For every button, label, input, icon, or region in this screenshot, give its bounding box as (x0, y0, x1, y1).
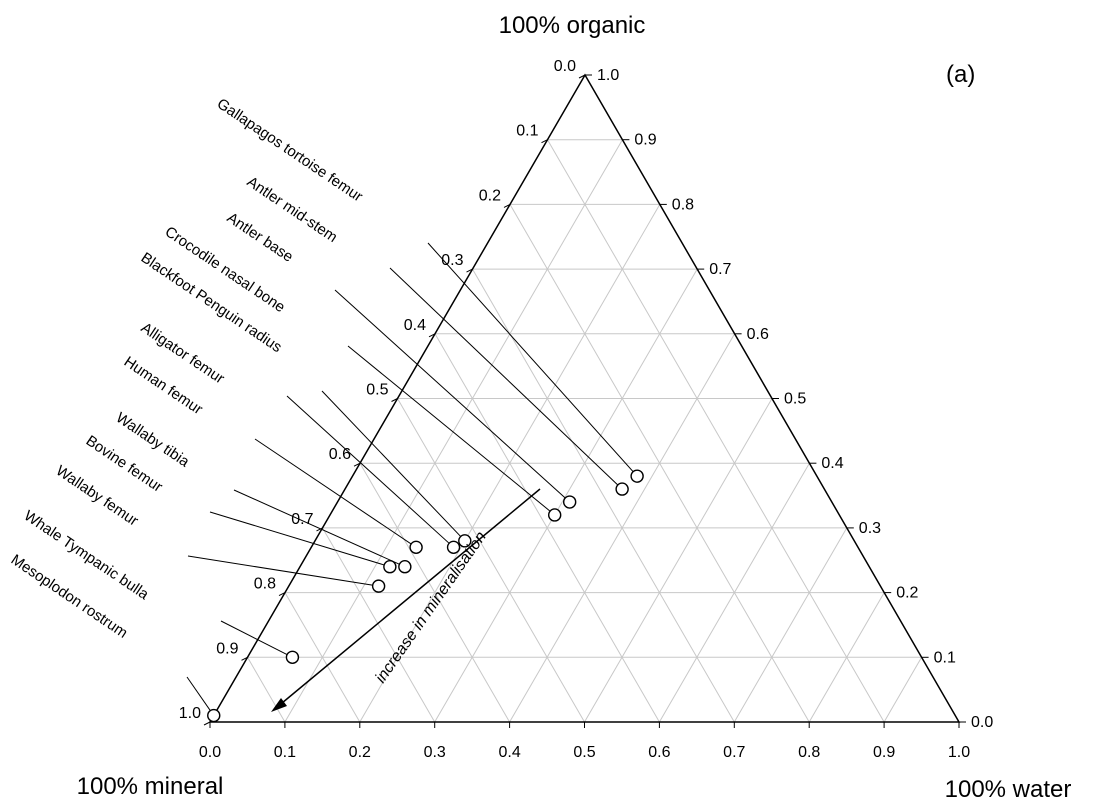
bottom-tick-label: 0.2 (349, 744, 371, 761)
specimen-label: Gallapagos tortoise femur (214, 95, 366, 205)
left-tick-mark (241, 656, 248, 661)
data-point (446, 540, 461, 555)
tick-marks (203, 74, 966, 728)
right-tick-label: 0.0 (971, 714, 993, 731)
leader-line (427, 242, 638, 477)
mineralisation-arrowhead (271, 698, 287, 712)
right-tick-label: 0.2 (896, 585, 918, 602)
leader-line (321, 390, 466, 542)
leader-line (233, 489, 406, 568)
leader-line (286, 395, 454, 548)
data-point (409, 540, 423, 555)
grid-line (472, 268, 735, 723)
bottom-tick-label: 0.1 (274, 744, 296, 761)
grid-line (547, 139, 885, 723)
left-tick-mark (278, 592, 286, 597)
grid-line (284, 139, 623, 723)
left-tick-mark (578, 74, 586, 79)
grid-line (434, 268, 698, 723)
grid-line (397, 398, 585, 723)
left-tick-label: 0.4 (404, 317, 426, 334)
bottom-tick-label: 0.3 (424, 744, 446, 761)
corner-label-top: 100% organic (499, 12, 646, 39)
grid-line (284, 592, 361, 723)
corner-label-left: 100% mineral (77, 773, 224, 800)
tick-labels: 0.00.01.00.10.10.90.20.20.80.30.30.70.40… (179, 58, 994, 761)
data-points (207, 469, 644, 723)
grid-line (808, 592, 885, 723)
leader-line (347, 345, 556, 516)
grid-line (658, 462, 810, 723)
left-tick-mark (391, 398, 398, 402)
grid-line (883, 657, 923, 723)
leader-line (254, 438, 417, 548)
bottom-tick-label: 1.0 (948, 744, 970, 761)
bottom-tick-label: 0.5 (573, 744, 595, 761)
left-tick-mark (316, 527, 323, 532)
left-tick-label: 0.8 (254, 576, 276, 593)
left-tick-label: 1.0 (179, 705, 201, 722)
left-tick-mark (466, 268, 473, 273)
grid-lines (247, 139, 923, 723)
data-point (615, 482, 629, 496)
data-point (548, 508, 562, 522)
data-point (371, 579, 386, 593)
left-tick-mark (428, 333, 436, 338)
grid-line (733, 527, 848, 723)
panel-label: (a) (946, 61, 975, 88)
left-tick-label: 0.0 (554, 58, 576, 75)
data-point (562, 495, 577, 509)
left-tick-mark (353, 462, 361, 467)
mineralisation-arrow (275, 488, 541, 709)
right-tick-label: 0.7 (709, 261, 731, 278)
left-tick-label: 0.5 (366, 382, 388, 399)
grid-line (584, 398, 773, 723)
bottom-tick-label: 0.8 (798, 744, 820, 761)
specimen-leader-lines (186, 242, 638, 716)
bottom-tick-label: 0.0 (199, 744, 221, 761)
leader-line (187, 555, 379, 587)
left-tick-mark (503, 203, 511, 208)
bottom-tick-label: 0.7 (723, 744, 745, 761)
data-point (630, 469, 644, 483)
right-tick-label: 0.9 (634, 132, 656, 149)
right-tick-label: 1.0 (597, 67, 619, 84)
grid-line (247, 657, 286, 723)
data-point (398, 560, 412, 574)
mineralisation-annotation: increase in mineralisation (372, 529, 490, 687)
right-tick-label: 0.3 (859, 520, 881, 537)
left-tick-label: 0.9 (216, 640, 238, 657)
bottom-tick-label: 0.4 (498, 744, 520, 761)
right-tick-label: 0.1 (934, 649, 956, 666)
specimen-label: Antler base (224, 209, 296, 266)
leader-line (334, 289, 571, 503)
right-tick-label: 0.5 (784, 391, 806, 408)
left-tick-mark (203, 721, 211, 726)
leader-line (220, 620, 293, 658)
leader-line (186, 676, 215, 716)
grid-line (359, 462, 511, 723)
right-tick-label: 0.4 (821, 455, 843, 472)
data-point (383, 560, 397, 574)
data-point (458, 534, 472, 548)
right-tick-label: 0.8 (672, 196, 694, 213)
left-tick-label: 0.6 (329, 446, 351, 463)
left-tick-label: 0.1 (516, 123, 538, 140)
data-point (285, 650, 300, 664)
bottom-tick-label: 0.9 (873, 744, 895, 761)
data-point (207, 708, 221, 723)
left-tick-label: 0.7 (291, 511, 313, 528)
leader-line (209, 511, 391, 568)
corner-label-right: 100% water (945, 776, 1072, 803)
leader-line (389, 267, 623, 490)
left-tick-label: 0.2 (479, 187, 501, 204)
grid-line (322, 527, 436, 723)
right-tick-label: 0.6 (747, 326, 769, 343)
bottom-tick-label: 0.6 (648, 744, 670, 761)
left-tick-mark (541, 139, 548, 144)
left-tick-label: 0.3 (441, 252, 463, 269)
